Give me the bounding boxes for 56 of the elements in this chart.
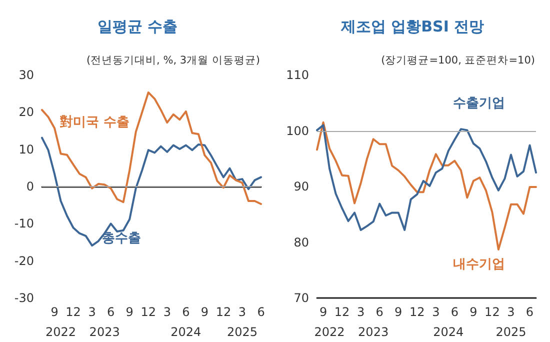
y-tick-label: 90	[294, 180, 309, 194]
series-label: 총수출	[102, 231, 141, 246]
y-tick-label: -30	[14, 291, 34, 305]
y-tick-label: 80	[294, 235, 309, 250]
series-label: 對미국 수출	[59, 115, 130, 130]
text: 2023	[358, 325, 389, 339]
text: 2024	[170, 325, 202, 339]
x-tick-label: 12	[66, 305, 81, 319]
x-tick-label: 12	[216, 305, 232, 319]
series-label: 내수기업	[453, 257, 505, 272]
chart-title: 제조업 업황BSI 전망	[340, 18, 484, 36]
y-tick-label: 70	[294, 291, 309, 305]
x-tick-label: 9	[470, 305, 478, 319]
x-tick-label: 3	[163, 305, 171, 319]
x-tick-label: 3	[432, 305, 440, 319]
x-tick-label: 12	[140, 305, 156, 319]
x-tick-label: 3	[507, 305, 515, 319]
y-tick-label: 30	[18, 68, 34, 82]
x-tick-label: 6	[450, 305, 458, 319]
x-tick-label: 3	[88, 305, 96, 319]
x-tick-label: 6	[526, 305, 534, 319]
text: 2022	[314, 325, 345, 339]
text: 2024	[433, 325, 464, 339]
x-tick-label: 6	[182, 305, 190, 319]
line-series	[41, 91, 262, 205]
y-tick-label: -10	[14, 216, 34, 231]
chart-subtitle: (전년동기대비, %, 3개월 이동평균)	[86, 54, 260, 66]
y-tick-label: 10	[18, 142, 34, 156]
x-tick-label: 9	[126, 305, 134, 319]
x-tick-label: 6	[257, 305, 265, 319]
line-series	[41, 136, 262, 247]
x-tick-label: 9	[394, 305, 402, 319]
x-tick-label: 9	[50, 305, 58, 319]
line-series	[316, 121, 537, 250]
text: 2022	[46, 325, 76, 339]
x-tick-label: 6	[107, 305, 115, 319]
text: 2025	[226, 325, 258, 339]
x-tick-label: 12	[484, 305, 500, 319]
y-tick-label: 100	[286, 124, 309, 138]
y-tick-label: 0	[26, 180, 34, 194]
line-series	[316, 124, 537, 231]
y-tick-label: 110	[286, 68, 309, 82]
y-tick-label: 20	[18, 105, 34, 120]
y-tick-label: -20	[14, 254, 34, 268]
x-tick-label: 12	[409, 305, 425, 319]
text: 2025	[496, 325, 526, 339]
chart-title: 일평균 수출	[97, 18, 178, 36]
x-tick-label: 12	[334, 305, 350, 319]
x-tick-label: 6	[376, 305, 384, 319]
chart-subtitle: (장기평균=100, 표준편차=10)	[381, 54, 536, 66]
x-tick-label: 3	[238, 305, 246, 319]
x-tick-label: 9	[200, 305, 209, 319]
x-tick-label: 3	[356, 305, 365, 319]
series-label: 수출기업	[453, 96, 505, 111]
text: 2023	[89, 325, 120, 339]
x-tick-label: 9	[319, 305, 328, 319]
